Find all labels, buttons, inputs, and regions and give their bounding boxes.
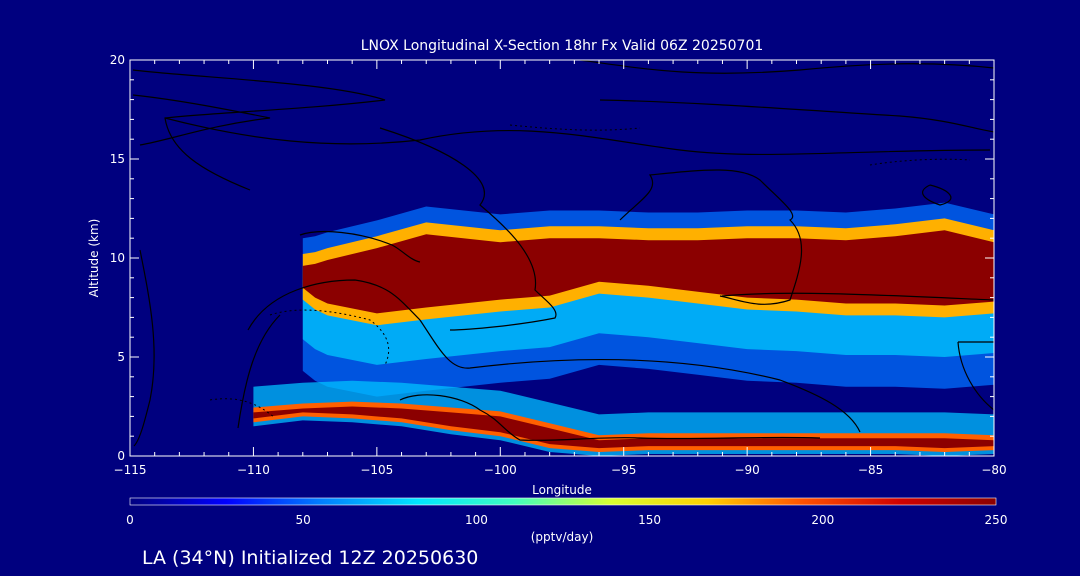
x-tick-label: −100 <box>484 463 517 477</box>
contour-line <box>237 314 281 429</box>
colorbar-gradient <box>129 497 997 506</box>
colorbar-tick-label: 50 <box>296 513 311 527</box>
x-tick-label: −115 <box>114 463 147 477</box>
colorbar: 0 50 100 150 200 250 <box>126 497 1008 527</box>
y-tick-label: 15 <box>110 152 125 166</box>
y-tick-label: 20 <box>110 53 125 67</box>
contour-line <box>619 169 803 305</box>
contour-line <box>922 184 952 206</box>
contour-line <box>132 94 271 146</box>
y-tick-label: 10 <box>110 251 125 265</box>
y-tick-label: 0 <box>117 449 125 463</box>
y-axis-label: Altitude (km) <box>87 219 101 298</box>
layer-1 <box>302 230 994 314</box>
contour-line <box>299 231 421 263</box>
contour-line-dashed <box>869 158 971 166</box>
plot-area <box>130 60 994 456</box>
colorbar-label: (pptv/day) <box>531 530 594 544</box>
contour-line <box>247 279 861 433</box>
colorbar-tick-label: 200 <box>811 513 834 527</box>
contour-line <box>399 394 821 441</box>
contour-line-dashed <box>509 124 641 131</box>
x-axis-label: Longitude <box>532 483 592 497</box>
contour-line-dashed <box>269 309 390 366</box>
contour-line <box>579 60 994 74</box>
contour-line <box>957 341 994 411</box>
x-tick-label: −110 <box>237 463 270 477</box>
colorbar-tick-label: 100 <box>465 513 488 527</box>
caption: LA (34°N) Initialized 12Z 20250630 <box>142 547 478 569</box>
contour-line <box>133 249 155 447</box>
x-tick-label: −85 <box>858 463 883 477</box>
colorbar-tick-label: 250 <box>985 513 1008 527</box>
y-tick-label: 5 <box>117 350 125 364</box>
contour-line <box>164 117 991 156</box>
contour-line <box>379 127 557 331</box>
x-tick-label: −105 <box>360 463 393 477</box>
contour-line <box>599 99 994 133</box>
x-tick-label: −80 <box>981 463 1006 477</box>
contour-lines <box>132 60 994 447</box>
axes: −115 −110 −105 −100 −95 −90 −85 −80 0 5 10 15 20 <box>110 53 1007 477</box>
colorbar-tick-label: 150 <box>638 513 661 527</box>
x-tick-label: −95 <box>611 463 636 477</box>
layer-2 <box>253 406 994 449</box>
chart-title: LNOX Longitudinal X-Section 18hr Fx Vali… <box>361 38 764 54</box>
colorbar-tick-label: 0 <box>126 513 134 527</box>
contour-line <box>721 292 994 301</box>
contour-line <box>132 69 386 191</box>
x-tick-label: −90 <box>734 463 759 477</box>
concentration-field <box>253 202 994 456</box>
